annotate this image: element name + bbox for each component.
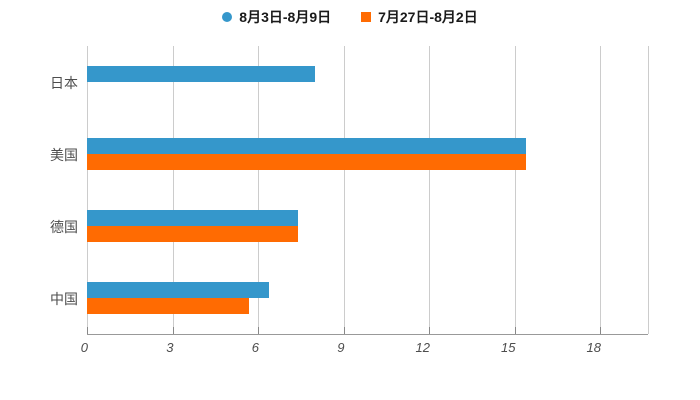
x-axis-label-9: 9 [337, 340, 345, 355]
bar-日本-series-0[interactable] [87, 66, 315, 82]
x-axis-label-0: 0 [80, 340, 88, 355]
x-axis-label-12: 12 [415, 340, 430, 355]
gridline-x-18 [600, 46, 601, 334]
x-axis-line [87, 334, 648, 335]
bar-中国-series-0[interactable] [87, 282, 270, 298]
legend-label: 8月3日-8月9日 [239, 9, 332, 25]
axis-tick-3 [172, 327, 174, 334]
axis-tick-0 [87, 327, 88, 334]
gridline-plot-right-edge [648, 46, 649, 334]
y-axis-label-1: 美国 [50, 147, 78, 163]
legend-circle-marker [222, 12, 233, 22]
bar-中国-series-1[interactable] [87, 298, 250, 314]
x-axis-label-6: 6 [251, 340, 259, 355]
legend-item-0[interactable]: 8月3日-8月9日 [222, 7, 331, 27]
gridline-x-15 [514, 46, 516, 334]
legend-item-1[interactable]: 7月27日-8月2日 [361, 7, 478, 27]
axis-tick-9 [343, 327, 345, 334]
gridline-x-9 [343, 46, 345, 334]
gridline-x-12 [429, 46, 430, 334]
bar-德国-series-1[interactable] [87, 226, 298, 242]
x-axis-label-15: 15 [501, 340, 516, 355]
bar-美国-series-1[interactable] [87, 154, 526, 170]
axis-tick-12 [429, 327, 430, 334]
x-axis-label-18: 18 [586, 340, 601, 355]
axis-tick-6 [258, 327, 259, 334]
gridline-x-3 [172, 46, 174, 334]
bar-德国-series-0[interactable] [87, 210, 298, 226]
y-axis-label-3: 中国 [50, 291, 78, 307]
legend-label: 7月27日-8月2日 [378, 9, 478, 25]
y-axis-label-0: 日本 [50, 75, 78, 91]
axis-tick-18 [600, 327, 601, 334]
legend: 8月3日-8月9日 7月27日-8月2日 [0, 6, 700, 28]
gridline-x-6 [258, 46, 259, 334]
y-axis-label-2: 德国 [50, 219, 78, 235]
gridline-x-0 [87, 46, 88, 334]
legend-square-marker [361, 12, 372, 22]
axis-tick-15 [514, 327, 516, 334]
bar-美国-series-0[interactable] [87, 138, 526, 154]
x-axis-label-3: 3 [166, 340, 174, 355]
